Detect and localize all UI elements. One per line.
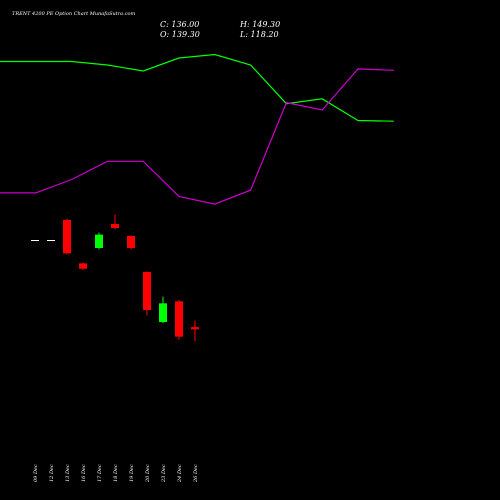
candle-23-dec bbox=[159, 296, 167, 324]
candles bbox=[31, 214, 199, 342]
candle-body bbox=[47, 240, 55, 241]
candle-body bbox=[175, 301, 183, 337]
candle-16-dec bbox=[79, 262, 87, 270]
candle-body bbox=[63, 220, 71, 254]
x-tick-label: 24 Dec bbox=[177, 464, 183, 483]
candle-09-dec bbox=[31, 240, 39, 241]
x-tick-label: 18 Dec bbox=[113, 464, 119, 482]
x-tick-label: 23 Dec bbox=[161, 464, 167, 483]
x-tick-label: 13 Dec bbox=[65, 464, 71, 482]
candle-body bbox=[191, 327, 199, 330]
open-readout: O: 139.30 bbox=[160, 30, 200, 39]
x-tick-label: 17 Dec bbox=[97, 464, 103, 482]
candle-19-dec bbox=[127, 235, 135, 250]
candle-12-dec bbox=[47, 240, 55, 241]
candle-24-dec bbox=[175, 300, 183, 340]
candle-body bbox=[111, 224, 119, 228]
candle-13-dec bbox=[63, 218, 71, 255]
x-tick-label: 19 Dec bbox=[129, 464, 135, 482]
candle-26-dec bbox=[191, 320, 199, 342]
candle-body bbox=[127, 236, 135, 248]
chart-title: TRENT 4200 PE Option Chart MunafaSutra.c… bbox=[12, 11, 136, 17]
x-tick-label: 09 Dec bbox=[33, 464, 39, 482]
x-tick-label: 20 Dec bbox=[145, 464, 151, 483]
x-axis-ticks: 09 Dec 12 Dec 13 Dec 16 Dec 17 Dec 18 Dec 19 D… bbox=[33, 464, 199, 483]
band-lines bbox=[0, 53, 394, 205]
candle-body bbox=[143, 272, 151, 310]
candle-17-dec bbox=[95, 232, 103, 250]
candle-20-dec bbox=[143, 271, 151, 316]
band-line-2 bbox=[0, 68, 394, 205]
low-readout: L: 118.20 bbox=[239, 30, 279, 39]
x-tick-label: 12 Dec bbox=[49, 464, 55, 482]
x-tick-label: 26 Dec bbox=[193, 464, 199, 483]
x-tick-label: 16 Dec bbox=[81, 464, 87, 482]
candle-18-dec bbox=[111, 214, 119, 230]
candle-body bbox=[79, 263, 87, 269]
high-readout: H: 149.30 bbox=[239, 20, 280, 29]
candle-body bbox=[95, 234, 103, 248]
candle-body bbox=[159, 303, 167, 322]
candle-body bbox=[31, 240, 39, 241]
close-readout: C: 136.00 bbox=[160, 20, 199, 29]
